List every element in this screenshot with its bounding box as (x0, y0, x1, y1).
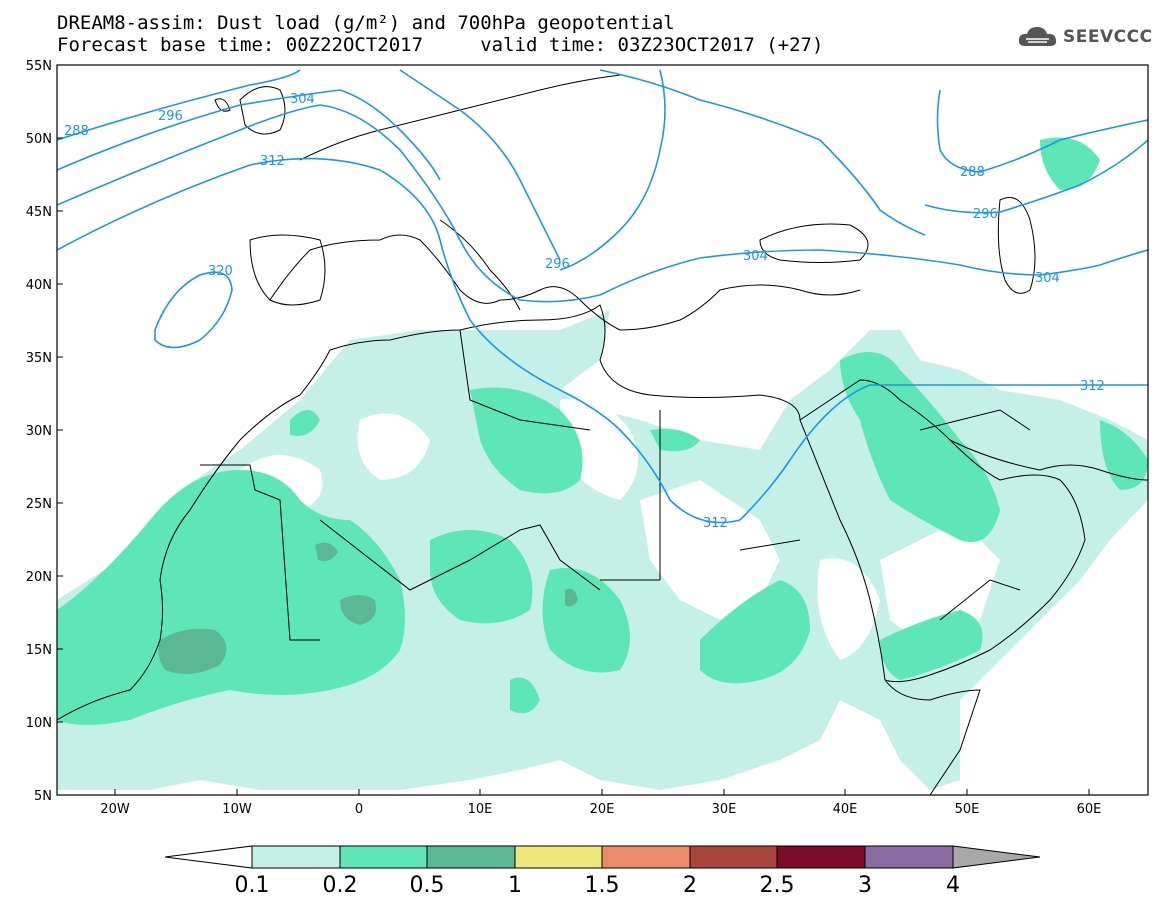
contour-label: 320 (208, 264, 233, 279)
colorbar-tick-label: 0.2 (323, 873, 358, 898)
colorbar-tick-label: 0.1 (235, 873, 270, 898)
colorbar-tick-label: 3 (858, 873, 872, 898)
latitude-labels: 55N 50N 45N 40N 35N 30N 25N 20N 15N 10N … (26, 59, 52, 804)
colorbar-tick-label: 1 (508, 873, 522, 898)
lat-label: 45N (26, 205, 52, 220)
contour-label: 288 (960, 165, 985, 180)
contour-296-west (57, 89, 441, 181)
dust-clear-areas (240, 398, 1000, 660)
lat-label: 25N (26, 497, 52, 512)
geopotential-contours (57, 69, 1148, 524)
contour-label: 288 (64, 124, 89, 139)
colorbar-tick-label: 4 (946, 873, 960, 898)
colorbar-bin (514, 845, 603, 869)
colorbar (164, 845, 1041, 869)
contour-304-mid (599, 249, 1148, 296)
lon-label: 10W (222, 802, 252, 817)
lat-label: 5N (34, 789, 52, 804)
lon-label: 40E (833, 802, 858, 817)
contour-296-east (399, 69, 561, 261)
axis-ticks (57, 64, 1090, 795)
lon-label: 60E (1077, 802, 1102, 817)
chart-title: DREAM8-assim: Dust load (g/m²) and 700hP… (57, 12, 675, 34)
colorbar-tick-label: 2.5 (760, 873, 795, 898)
colorbar-bin (776, 845, 866, 869)
contour-label: 312 (260, 154, 285, 169)
lon-label: 20E (590, 802, 615, 817)
contour-label: 296 (545, 257, 570, 272)
contour-label: 296 (158, 109, 183, 124)
colorbar-bin (689, 845, 778, 869)
cloud-icon (1018, 27, 1057, 46)
contour-304-north (599, 69, 926, 236)
lat-label: 35N (26, 351, 52, 366)
lat-label: 15N (26, 643, 52, 658)
colorbar-bin (601, 845, 691, 869)
contour-label: 304 (290, 92, 315, 107)
contour-288-east (936, 89, 1148, 173)
contour-320 (154, 271, 233, 349)
colorbar-tick-label: 2 (683, 873, 697, 898)
contour-labels: 288 296 304 312 320 296 304 312 288 296 … (64, 92, 1105, 531)
chart-subtitle: Forecast base time: 00Z22OCT2017 valid t… (57, 34, 824, 56)
dust-medium-regions (57, 137, 1148, 725)
logo-text: SEEVCCC (1063, 27, 1153, 47)
dust-layer (57, 137, 1148, 790)
colorbar-ticks: 0.1 0.2 0.5 1 1.5 2 2.5 3 4 (235, 873, 961, 898)
coastlines (57, 74, 1148, 795)
contour-ne-arc (559, 69, 666, 271)
lat-label: 30N (26, 424, 52, 439)
contour-312-west (57, 157, 741, 524)
lat-label: 55N (26, 59, 52, 74)
lat-label: 40N (26, 278, 52, 293)
lon-label: 30E (712, 802, 737, 817)
contour-296-ne (924, 139, 1148, 214)
contour-label: 312 (703, 516, 728, 531)
contour-label: 304 (1035, 271, 1060, 286)
contour-label: 312 (1080, 379, 1105, 394)
lon-label: 20W (100, 802, 130, 817)
lat-label: 10N (26, 716, 52, 731)
lon-label: 50E (955, 802, 980, 817)
lon-label: 0 (355, 802, 363, 817)
colorbar-bin (251, 845, 341, 869)
colorbar-bin (426, 845, 516, 869)
lat-label: 50N (26, 132, 52, 147)
dust-dark-regions (158, 542, 578, 674)
longitude-labels: 20W 10W 0 10E 20E 30E 40E 50E 60E (100, 802, 1101, 817)
colorbar-tick-label: 1.5 (585, 873, 620, 898)
contour-288-west (57, 69, 301, 141)
contour-304-west (57, 104, 601, 303)
colorbar-low-arrow (164, 845, 253, 869)
contour-label: 304 (743, 249, 768, 264)
colorbar-tick-label: 0.5 (410, 873, 445, 898)
lat-label: 20N (26, 570, 52, 585)
colorbar-bin (864, 845, 954, 869)
colorbar-high-arrow (952, 845, 1041, 869)
lon-label: 10E (468, 802, 493, 817)
contour-312-east (739, 384, 1148, 521)
colorbar-bin (339, 845, 428, 869)
seevccc-logo: SEEVCCC (1017, 24, 1153, 50)
contour-label: 296 (973, 207, 998, 222)
